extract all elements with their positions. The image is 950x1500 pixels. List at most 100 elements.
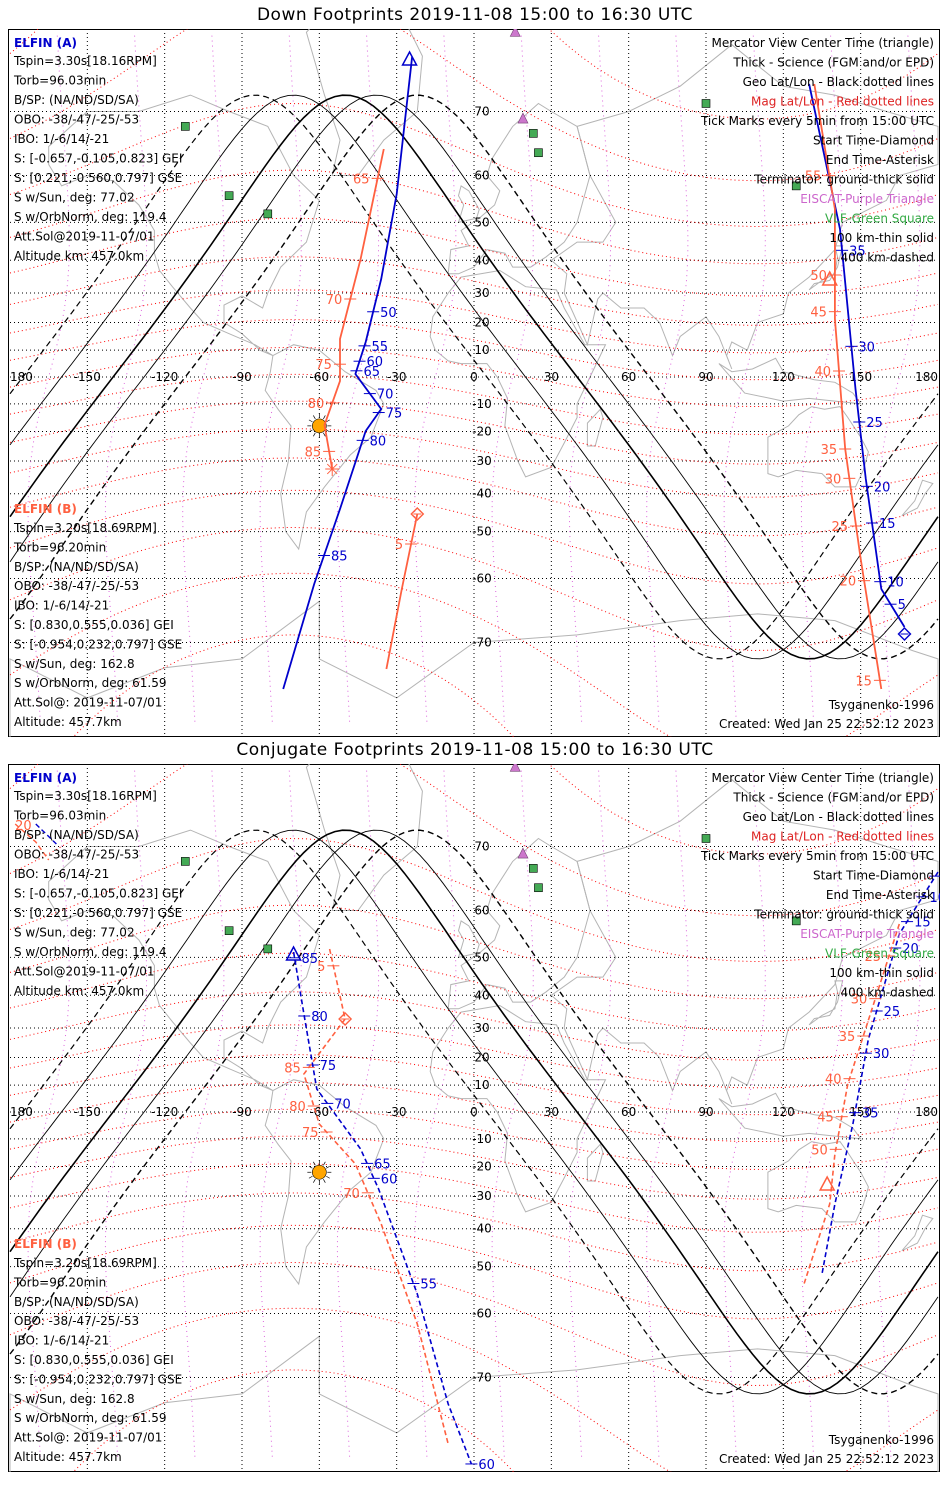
tick-label: 75 [386, 407, 403, 422]
elfin-a-info: B/SP: (NA/ND/SD/SA) [14, 93, 139, 107]
coastline-8 [808, 245, 844, 291]
coastline-12 [901, 479, 934, 517]
lon-label: 120 [772, 1105, 795, 1119]
green-square-icon [528, 129, 538, 138]
elfin-a-info: Torb=96.03min [13, 74, 106, 88]
legend-entry: Terminator: ground-thick solid [753, 173, 934, 187]
elfin-a-info: S: [-0.657,-0.105,0.823] GEI [14, 887, 182, 901]
elfin-b-info: OBO: -38/-47/-25/-53 [14, 579, 139, 593]
tick-label: 80 [311, 1010, 328, 1025]
elfin-a-info: S: [-0.657,-0.105,0.823] GEI [14, 152, 182, 166]
tick-label: 30 [873, 1047, 890, 1062]
sun-ray [326, 419, 330, 423]
panel-title-conjugate: Conjugate Footprints 2019-11-08 15:00 to… [236, 740, 714, 760]
lat-label: 30 [474, 286, 489, 300]
tick-label: 5 [317, 960, 325, 975]
elfin-b-info: OBO: -38/-47/-25/-53 [14, 1314, 139, 1328]
coastline-4 [447, 837, 591, 1010]
lat-label: -60 [472, 1306, 492, 1320]
mag-latitude-line [9, 837, 939, 963]
coastline-9 [457, 920, 480, 959]
elfin-b-info: Altitude: 457.7km [14, 715, 122, 729]
green-square-icon [224, 191, 234, 200]
coastline-0 [48, 829, 320, 1092]
lat-label: -40 [472, 487, 492, 501]
elfin-b-info: Torb=96.20min [13, 1275, 106, 1289]
lon-label: 30 [544, 1105, 559, 1119]
sun-ray [323, 1179, 326, 1183]
lon-label: 0 [470, 1105, 478, 1119]
green-square-icon [701, 834, 711, 843]
elfin-b-conj-track-north [14, 823, 50, 861]
tick-label: 65 [374, 1157, 391, 1172]
tick-label: 50 [811, 1143, 828, 1158]
elfin-a-info: Torb=96.03min [13, 809, 106, 823]
elfin-a-info: S w/Sun, deg: 77.02 [14, 191, 135, 205]
legend-entry: Terminator: ground-thick solid [753, 908, 934, 922]
elfin-b-info: Altitude: 457.7km [14, 1450, 122, 1464]
lat-label: -20 [472, 425, 492, 439]
lat-label: 50 [474, 215, 489, 229]
mag-latitude-line [9, 256, 939, 326]
lat-label: -50 [472, 1260, 492, 1274]
coastline-5 [550, 44, 939, 370]
lon-label: -90 [232, 370, 252, 384]
elfin-b-title: ELFIN (B) [14, 502, 77, 516]
sun-icon [312, 418, 327, 434]
terminator-400km [9, 829, 939, 1395]
terminator-100km-west [9, 829, 939, 1395]
sun-ray [313, 415, 316, 420]
green-square-icon [263, 944, 273, 954]
green-square-icon [180, 857, 190, 866]
lat-label: -30 [472, 1189, 492, 1203]
elfin-a-info: S: [0.221,-0.560,0.797] GSE [14, 171, 182, 185]
tick-label: 70 [343, 1187, 360, 1202]
legend-entry: 100 km-thin solid [829, 231, 934, 245]
elfin-a-info: Att.Sol@2019-11-07/01 [14, 230, 155, 244]
tick-label: 75 [320, 1059, 337, 1074]
tick-label: 40 [825, 1073, 842, 1088]
tick-label: 70 [326, 293, 343, 308]
diamond-icon [410, 507, 425, 521]
tick-label: 35 [839, 1030, 856, 1045]
triangle-icon [821, 270, 838, 286]
lat-label: 70 [474, 104, 489, 118]
legend-entry: Geo Lat/Lon - Black dotted lines [743, 810, 934, 824]
tick-label: 60 [381, 1172, 398, 1187]
elfin-a-info: Tspin=3.30s[18.16RPM] [13, 54, 157, 68]
lat-label: -20 [472, 1160, 492, 1174]
coastline-7 [9, 600, 939, 751]
lat-label: 50 [474, 950, 489, 964]
coastline-3 [429, 269, 607, 478]
lon-label: -120 [151, 1105, 178, 1119]
tick-label: 60 [367, 355, 384, 370]
lon-label: -150 [74, 370, 101, 384]
sun-ray [308, 419, 313, 423]
triangle-icon [401, 50, 418, 66]
tick-label: 80 [289, 1100, 306, 1115]
coastline-12 [901, 1214, 934, 1252]
tick-label: 25 [884, 1005, 901, 1020]
triangle-icon [285, 945, 302, 961]
legend-entry: Start Time-Diamond [813, 134, 934, 148]
elfin-b-info: Att.Sol@: 2019-11-07/01 [14, 696, 162, 710]
mag-latitude-line [9, 991, 939, 1061]
lon-label: 120 [772, 370, 795, 384]
sun-ray [326, 1175, 330, 1179]
legend-entry: Start Time-Diamond [813, 869, 934, 883]
sun-ray [326, 429, 330, 433]
tick-label: 50 [810, 269, 827, 284]
terminator-400km [9, 94, 939, 660]
conjugate-footprints-map: 180 -150 -120 -90 -60 -30 0 30 60 90 120 150 180 70 60… [8, 706, 950, 1500]
mag-latitude-line [9, 489, 939, 585]
tick-label: 45 [817, 1111, 834, 1126]
model-name: Tsyganenko-1996 [828, 1433, 934, 1447]
tick-label: 80 [308, 397, 325, 412]
purple-triangle-icon [509, 760, 521, 772]
down-footprints-map: 180 -150 -120 -90 -60 -30 0 30 60 90 120 150 180 70 60… [8, 0, 940, 783]
mag-latitude-line [9, 373, 939, 435]
tick-label: 15 [855, 674, 872, 689]
elfin-b-info: B/SP: (NA/ND/SD/SA) [14, 560, 139, 574]
tick-label: 40 [814, 365, 831, 380]
sun-ray [308, 429, 313, 433]
